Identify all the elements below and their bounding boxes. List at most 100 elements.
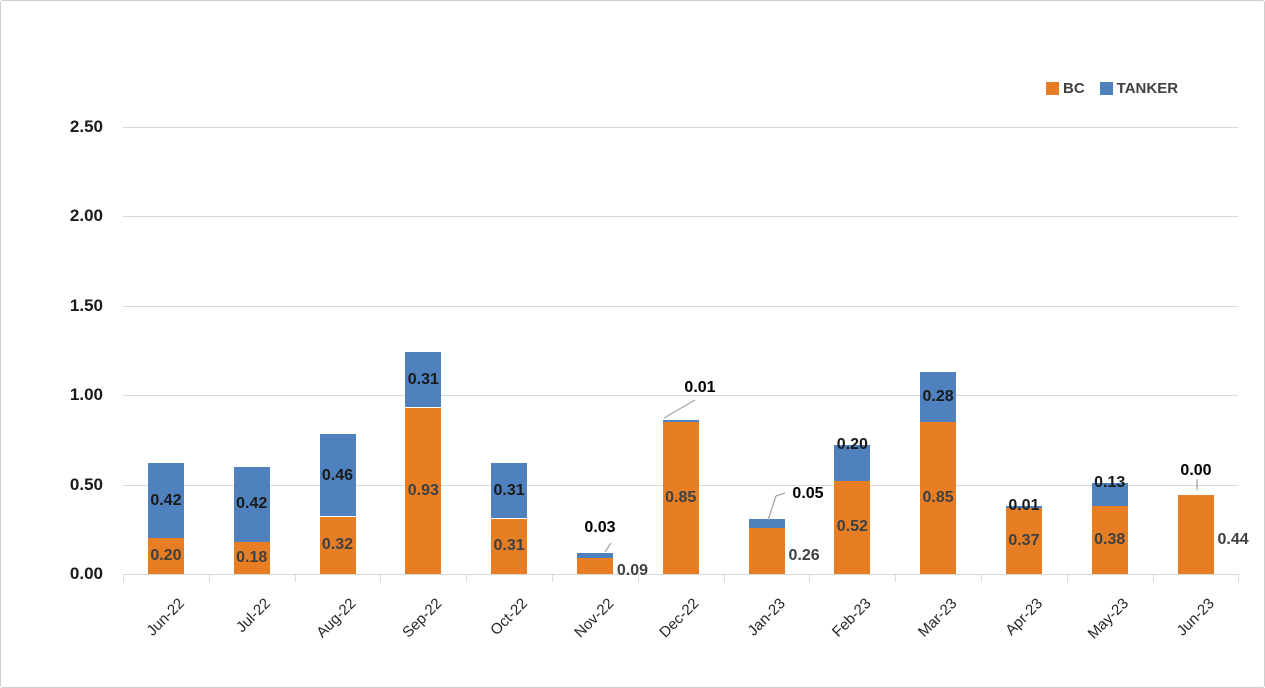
x-axis-tick (380, 574, 381, 582)
data-label-tanker-aug-22: 0.46 (321, 466, 354, 484)
gridline-1.50 (123, 306, 1239, 307)
data-label-bc-may-23: 0.38 (1094, 530, 1126, 548)
y-axis-label-2.00: 2.00 (69, 206, 103, 225)
legend-label-bc: BC (1063, 80, 1085, 97)
gridline-1.00 (123, 395, 1239, 396)
data-label-tanker-oct-22: 0.31 (493, 481, 525, 499)
data-label-bc-aug-22: 0.32 (321, 536, 354, 554)
x-axis-tick (552, 574, 553, 582)
legend-item-bc[interactable]: BC (1046, 80, 1085, 97)
bar-dec-22-tanker[interactable] (663, 420, 699, 422)
legend-label-tanker: TANKER (1116, 80, 1179, 97)
x-axis-label-jun-23: Jun-23 (1173, 595, 1218, 640)
data-label-tanker-feb-23: 0.20 (836, 436, 868, 454)
data-label-tanker-mar-23: 0.28 (922, 387, 954, 405)
data-label-bc-apr-23: 0.37 (1008, 531, 1040, 549)
bar-jun-22-tanker[interactable] (148, 463, 184, 538)
x-axis-tick (724, 574, 725, 582)
bar-sep-22-tanker[interactable] (405, 352, 441, 407)
gridline-2.50 (123, 127, 1239, 128)
y-axis-label-1.00: 1.00 (69, 385, 103, 404)
bar-oct-22-bc[interactable] (491, 519, 527, 574)
x-axis-tick (1067, 574, 1068, 582)
bar-apr-23-tanker[interactable] (1006, 506, 1042, 508)
x-axis-label-nov-22: Nov-22 (570, 595, 617, 642)
bar-jun-23-bc[interactable] (1178, 495, 1214, 574)
data-label-tanker-jun-22: 0.42 (150, 491, 182, 509)
data-label-bc-jun-22: 0.20 (150, 547, 182, 565)
x-axis-label-jan-23: Jan-23 (744, 595, 789, 640)
x-axis-tick (1153, 574, 1154, 582)
data-label-tanker-may-23: 0.13 (1094, 473, 1126, 491)
data-label-tanker-sep-22: 0.31 (407, 370, 439, 388)
data-label-tanker-jan-23: 0.05 (792, 485, 824, 502)
y-axis-label-1.50: 1.50 (69, 296, 103, 315)
x-axis-label-dec-22: Dec-22 (656, 595, 703, 642)
data-label-bc-mar-23: 0.85 (922, 488, 954, 506)
data-label-bc-jan-23: 0.26 (788, 546, 820, 564)
bar-nov-22-tanker[interactable] (577, 553, 613, 558)
bar-feb-23-bc[interactable] (834, 481, 870, 574)
data-label-bc-oct-22: 0.31 (493, 537, 525, 555)
y-axis-label-0.00: 0.00 (69, 564, 103, 583)
x-axis-tick (1238, 574, 1239, 582)
bar-feb-23-tanker[interactable] (834, 445, 870, 481)
bar-may-23-bc[interactable] (1092, 506, 1128, 574)
legend-item-tanker[interactable]: TANKER (1099, 80, 1179, 97)
legend-swatch-bc (1046, 82, 1059, 95)
x-axis-tick (466, 574, 467, 582)
x-axis-label-jun-22: Jun-22 (143, 595, 188, 640)
bar-oct-22-tanker[interactable] (491, 463, 527, 518)
data-label-tanker-jun-23: 0.00 (1180, 462, 1212, 479)
legend-swatch-tanker (1099, 82, 1113, 95)
bar-mar-23-bc[interactable] (920, 422, 956, 574)
data-label-tanker-dec-22: 0.01 (684, 379, 716, 396)
bar-jan-23-tanker[interactable] (749, 519, 785, 528)
x-axis-label-oct-22: Oct-22 (487, 595, 532, 639)
leader-line-nov-22 (604, 542, 612, 553)
data-label-bc-feb-23: 0.52 (836, 518, 868, 536)
bar-nov-22-bc[interactable] (577, 558, 613, 574)
bar-jun-22-bc[interactable] (148, 538, 184, 574)
data-label-bc-dec-22: 0.85 (665, 488, 697, 506)
bar-jul-22-bc[interactable] (234, 542, 270, 574)
x-axis-tick (809, 574, 810, 582)
x-axis-label-mar-23: Mar-23 (914, 595, 961, 641)
gridline-2.00 (123, 216, 1239, 217)
data-label-tanker-jul-22: 0.42 (236, 495, 268, 513)
leader-line-dec-22 (663, 399, 696, 419)
x-axis-label-apr-23: Apr-23 (1002, 595, 1046, 639)
data-label-bc-nov-22: 0.09 (616, 561, 649, 579)
bar-mar-23-tanker[interactable] (920, 372, 956, 422)
x-axis-tick (209, 574, 210, 582)
x-axis-tick (123, 574, 124, 582)
data-label-bc-sep-22: 0.93 (407, 481, 439, 499)
bar-apr-23-bc[interactable] (1006, 508, 1042, 574)
bar-jan-23-bc[interactable] (749, 527, 785, 574)
x-axis-line (123, 574, 1239, 575)
bar-aug-22-tanker[interactable] (320, 434, 356, 516)
x-axis-tick (638, 574, 639, 582)
x-axis-label-may-23: May-23 (1084, 595, 1132, 643)
y-axis-label-2.50: 2.50 (69, 117, 103, 136)
bar-may-23-tanker[interactable] (1092, 483, 1128, 506)
x-axis-tick (295, 574, 296, 582)
data-label-tanker-nov-22: 0.03 (584, 519, 616, 536)
x-axis-tick (895, 574, 896, 582)
data-label-bc-jun-23: 0.44 (1217, 530, 1249, 548)
leader-line-jan-23 (767, 492, 786, 521)
x-axis-label-aug-22: Aug-22 (313, 595, 360, 642)
x-axis-label-sep-22: Sep-22 (399, 595, 446, 642)
bar-sep-22-bc[interactable] (405, 408, 441, 574)
data-label-bc-jul-22: 0.18 (236, 548, 268, 566)
bar-jul-22-tanker[interactable] (234, 467, 270, 542)
bar-aug-22-bc[interactable] (320, 517, 356, 574)
data-label-tanker-apr-23: 0.01 (1008, 496, 1040, 514)
x-axis-label-feb-23: Feb-23 (828, 595, 875, 641)
bar-dec-22-bc[interactable] (663, 422, 699, 574)
x-axis-tick (981, 574, 982, 582)
chart-legend: BC TANKER (1046, 80, 1178, 97)
x-axis-label-jul-22: Jul-22 (232, 595, 274, 636)
